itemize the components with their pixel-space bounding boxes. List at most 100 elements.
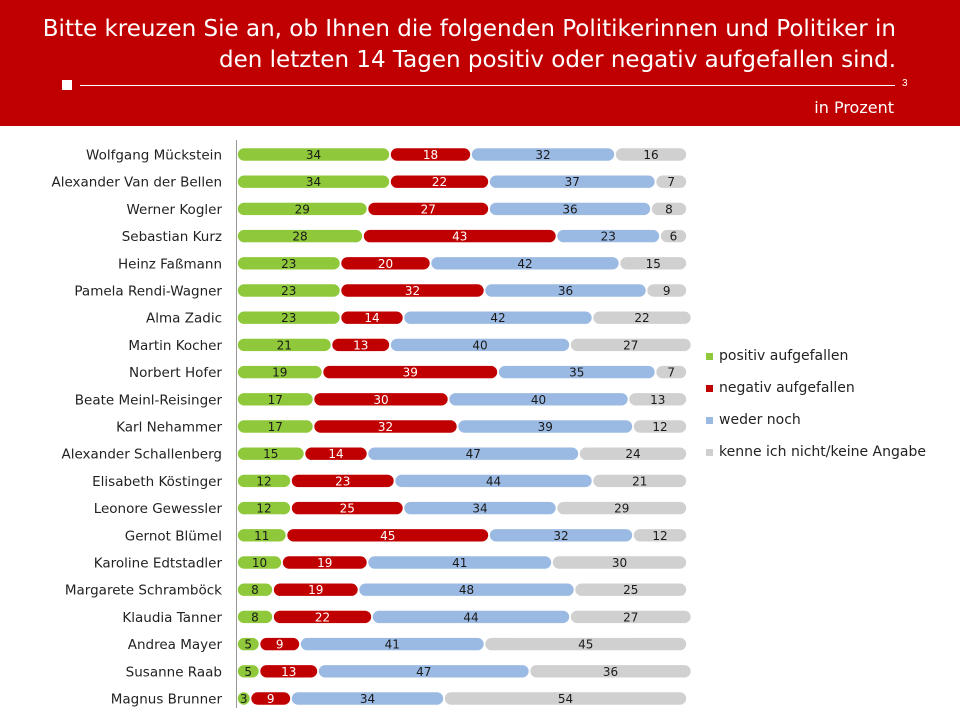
bar-segment [300,637,485,651]
title-line-2: den letzten 14 Tagen positiv oder negati… [219,47,896,73]
bar-segment [367,446,579,461]
data-label: 20 [378,257,393,271]
bar-segment [367,202,489,216]
bar-segment [367,555,552,570]
data-label: 43 [452,230,467,244]
data-label: 9 [267,692,275,706]
title-line-1: Bitte kreuzen Sie an, ob Ihnen die folge… [42,16,896,42]
bar-segment [237,392,314,407]
page-number: 3 [902,78,908,89]
category-label: Beate Meinl-Reisinger [75,392,223,408]
bar-segment [484,637,687,651]
bar-segment [552,555,687,570]
data-label: 14 [364,311,379,325]
category-label: Magnus Brunner [111,692,223,708]
bar-segment [592,310,692,325]
data-label: 17 [268,393,283,407]
data-label: 32 [535,148,550,162]
bar-segment [570,610,692,624]
bar-segment [318,664,530,679]
bar-segment [570,338,692,352]
category-label: Sebastian Kurz [122,229,222,245]
bar-segment [529,664,692,679]
data-label: 29 [614,502,629,516]
data-label: 44 [486,474,501,488]
category-label: Alma Zadic [146,311,222,327]
bar-segment [498,365,656,379]
data-label: 25 [623,583,638,597]
bar-segment [237,174,390,189]
bar-segment [322,365,498,379]
bar-segment [237,528,287,543]
data-label: 39 [538,420,553,434]
bar-segment [259,637,300,651]
bar-segment [237,446,305,461]
header-divider [80,85,895,86]
bar-segment [237,637,260,651]
data-label: 45 [578,638,593,652]
bar-segment [489,174,656,189]
data-label: 40 [531,393,546,407]
data-label: 19 [308,583,323,597]
bar-segment [291,501,404,515]
data-label: 24 [625,447,640,461]
bar-segment [633,528,687,543]
header-banner: Bitte kreuzen Sie an, ob Ihnen die folge… [0,0,960,126]
data-label: 47 [416,665,431,679]
bar-segment [646,283,687,298]
data-label: 30 [612,556,627,570]
bar-segment [655,365,687,379]
data-label: 9 [663,284,671,298]
data-label: 25 [340,502,355,516]
bar-segment [237,582,273,597]
bar-segment [313,419,458,434]
data-label: 42 [490,311,505,325]
unit-label: in Prozent [814,98,894,117]
data-label: 32 [553,529,568,543]
bar-segment [489,528,633,543]
bar-segment [331,338,390,352]
data-label: 36 [558,284,573,298]
bar-segment [237,365,323,379]
bar-segment [237,419,314,434]
category-label: Martin Kocher [128,338,222,354]
bar-segment [237,664,260,679]
data-label: 23 [281,311,296,325]
bar-segment [394,474,593,488]
bar-segment [556,229,660,243]
data-label: 5 [244,665,252,679]
bar-segment [579,446,687,461]
category-label: Heinz Faßmann [118,256,222,272]
legend-label: positiv aufgefallen [719,348,849,364]
bar-segment [444,691,687,706]
category-label: Karl Nehammer [116,420,222,436]
category-label: Werner Kogler [127,202,223,218]
data-label: 10 [252,556,267,570]
data-label: 15 [646,257,661,271]
bar-segment [237,555,282,570]
bar-segment [273,582,359,597]
bar-segment [286,528,489,543]
bar-segment [390,147,471,162]
bar-segment [237,283,341,298]
data-label: 27 [421,202,436,216]
bar-segment [574,582,687,597]
bar-segment [471,147,615,162]
bar-segment [372,610,570,624]
data-label: 34 [360,692,375,706]
data-label: 37 [565,175,580,189]
data-label: 22 [315,610,330,624]
data-label: 17 [268,420,283,434]
data-label: 7 [667,366,675,380]
data-label: 5 [244,638,252,652]
bar-segment [628,392,687,407]
bar-segment [237,256,341,271]
data-label: 40 [472,338,487,352]
data-label: 23 [281,284,296,298]
data-label: 22 [432,175,447,189]
bar-segment [237,229,363,243]
data-label: 14 [328,447,343,461]
category-label: Andrea Mayer [128,637,223,653]
bar-segment [340,283,485,298]
data-label: 13 [281,665,296,679]
